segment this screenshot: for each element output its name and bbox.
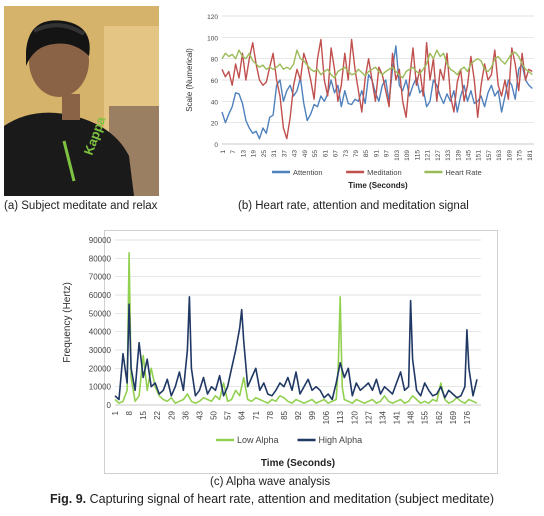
x-tick-label: 78	[266, 410, 275, 419]
x-tick-label: 181	[527, 150, 534, 161]
y-tick-label: 90000	[89, 236, 112, 245]
x-tick-label: 145	[466, 150, 473, 161]
x-tick-label: 8	[125, 410, 134, 415]
x-tick-label: 7	[230, 150, 237, 154]
x-tick-label: 85	[363, 150, 370, 158]
y-tick-label: 80	[211, 57, 219, 64]
x-tick-label: 155	[421, 410, 430, 424]
caption-a: (a) Subject meditate and relax	[4, 200, 158, 212]
alpha-chart-frame	[104, 230, 498, 474]
legend-label: High Alpha	[319, 435, 363, 445]
y-tick-label: 0	[214, 142, 218, 149]
x-tick-label: 36	[181, 410, 190, 419]
x-tick-label: 43	[195, 410, 204, 419]
y-tick-label: 80000	[89, 254, 112, 263]
caption-b: (b) Heart rate, attention and meditation…	[238, 200, 469, 212]
x-tick-label: 73	[343, 150, 350, 158]
figure-label: Fig. 9.	[50, 492, 87, 506]
x-tick-label: 43	[292, 150, 299, 158]
x-tick-label: 71	[252, 410, 261, 419]
x-tick-label: 31	[271, 150, 278, 158]
x-tick-label: 67	[333, 150, 340, 158]
caption-c: (c) Alpha wave analysis	[210, 476, 331, 488]
x-tick-label: 115	[414, 150, 421, 161]
y-tick-label: 30000	[89, 346, 112, 355]
figure-caption: Fig. 9. Capturing signal of heart rate, …	[0, 492, 544, 506]
x-tick-label: 50	[210, 410, 219, 419]
figure-text: Capturing signal of heart rate, attentio…	[86, 492, 494, 506]
x-axis-label: Time (Seconds)	[261, 458, 335, 469]
x-tick-label: 29	[167, 410, 176, 419]
x-tick-label: 99	[308, 410, 317, 419]
series-line-meditation	[221, 38, 533, 140]
legend-label: Meditation	[367, 168, 402, 177]
series-line-low-alpha	[114, 251, 478, 404]
x-tick-label: 103	[394, 150, 401, 161]
series-line-attention	[221, 45, 533, 140]
y-tick-label: 20	[211, 121, 219, 128]
y-tick-label: 60000	[89, 291, 112, 300]
y-tick-label: 0	[107, 401, 112, 410]
x-tick-label: 162	[435, 410, 444, 424]
x-tick-label: 49	[302, 150, 309, 158]
x-tick-label: 19	[251, 150, 258, 158]
x-tick-label: 64	[238, 410, 247, 419]
x-tick-label: 175	[517, 150, 524, 161]
x-tick-label: 127	[435, 150, 442, 161]
x-tick-label: 134	[378, 410, 387, 424]
series-line-high-alpha	[114, 296, 478, 401]
y-tick-label: 100	[207, 35, 218, 42]
x-tick-label: 169	[506, 150, 513, 161]
y-tick-label: 40000	[89, 328, 112, 337]
y-tick-label: 10000	[89, 383, 112, 392]
x-tick-label: 1	[220, 150, 227, 154]
x-tick-label: 92	[294, 410, 303, 419]
y-axis-label: Scale (Numerical)	[185, 48, 194, 112]
x-tick-label: 148	[407, 410, 416, 424]
x-tick-label: 169	[449, 410, 458, 424]
x-tick-label: 139	[455, 150, 462, 161]
x-tick-label: 13	[240, 150, 247, 158]
y-tick-label: 60	[211, 78, 219, 85]
x-tick-label: 55	[312, 150, 319, 158]
y-tick-label: 50000	[89, 309, 112, 318]
x-tick-label: 157	[486, 150, 493, 161]
y-tick-label: 70000	[89, 273, 112, 282]
x-tick-label: 121	[425, 150, 432, 161]
x-tick-label: 1	[111, 410, 120, 415]
x-tick-label: 127	[364, 410, 373, 424]
y-tick-label: 20000	[89, 364, 112, 373]
y-tick-label: 40	[211, 99, 219, 106]
x-tick-label: 79	[353, 150, 360, 158]
series-line-heart-rate	[221, 49, 533, 79]
x-tick-label: 57	[224, 410, 233, 419]
x-tick-label: 85	[280, 410, 289, 419]
x-tick-label: 141	[393, 410, 402, 424]
legend-label: Attention	[293, 168, 323, 177]
x-tick-label: 61	[322, 150, 329, 158]
x-tick-label: 37	[281, 150, 288, 158]
x-tick-label: 163	[496, 150, 503, 161]
x-tick-label: 120	[350, 410, 359, 424]
y-tick-label: 120	[207, 14, 218, 21]
x-tick-label: 91	[373, 150, 380, 158]
legend-label: Low Alpha	[237, 435, 279, 445]
x-tick-label: 97	[384, 150, 391, 158]
x-tick-label: 25	[261, 150, 268, 158]
x-tick-label: 176	[463, 410, 472, 424]
x-tick-label: 106	[322, 410, 331, 424]
x-tick-label: 15	[139, 410, 148, 419]
x-tick-label: 151	[476, 150, 483, 161]
subject-illustration: Kappa	[4, 6, 159, 196]
legend-label: Heart Rate	[445, 168, 481, 177]
x-tick-label: 113	[336, 410, 345, 423]
x-tick-label: 109	[404, 150, 411, 161]
y-axis-label: Frequency (Hertz)	[62, 282, 73, 363]
x-axis-label: Time (Seconds)	[348, 181, 408, 190]
heart-rate-attention-meditation-chart: 0 20 40 60 80 100 120 1 7 13 19 25 31 37 43 49 55 61 67 73 7…	[185, 14, 534, 190]
alpha-wave-chart: 0 10000 20000 30000 40000 50000 60000 70000 8000…	[62, 236, 481, 469]
subject-photo: Kappa	[4, 6, 159, 196]
x-tick-label: 22	[153, 410, 162, 419]
x-tick-label: 133	[445, 150, 452, 161]
